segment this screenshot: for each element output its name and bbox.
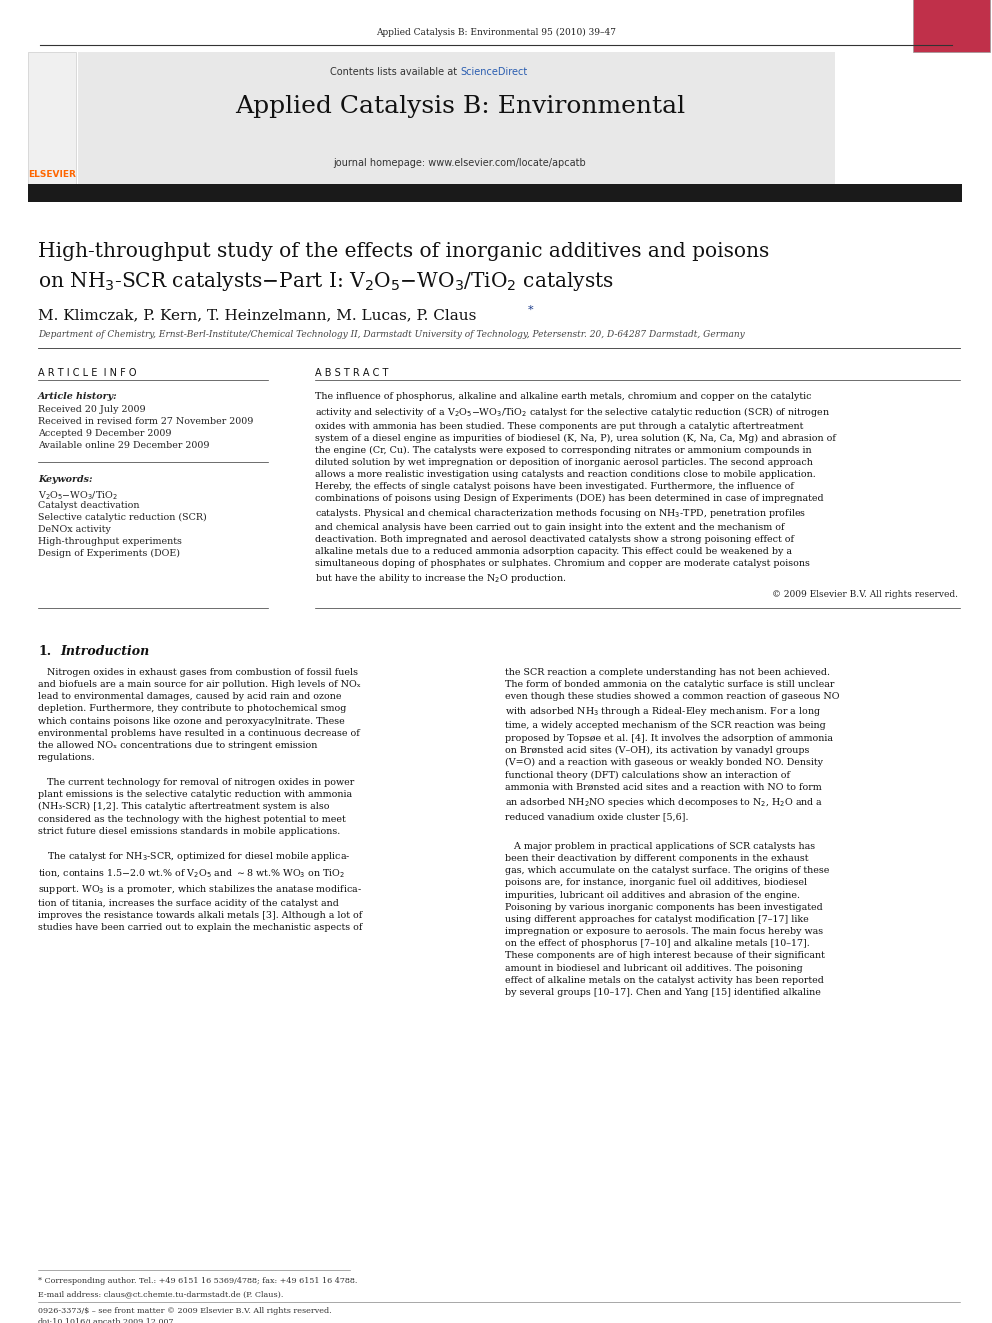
Text: the SCR reaction a complete understanding has not been achieved.
The form of bon: the SCR reaction a complete understandin… — [505, 668, 839, 822]
Text: Applied Catalysis B: Environmental 95 (2010) 39–47: Applied Catalysis B: Environmental 95 (2… — [376, 28, 616, 37]
FancyBboxPatch shape — [28, 52, 76, 200]
Text: Keywords:: Keywords: — [38, 475, 92, 484]
Text: © 2009 Elsevier B.V. All rights reserved.: © 2009 Elsevier B.V. All rights reserved… — [772, 590, 958, 599]
Text: Nitrogen oxides in exhaust gases from combustion of fossil fuels
and biofuels ar: Nitrogen oxides in exhaust gases from co… — [38, 668, 361, 762]
Text: 0926-3373/$ – see front matter © 2009 Elsevier B.V. All rights reserved.: 0926-3373/$ – see front matter © 2009 El… — [38, 1307, 331, 1315]
Text: Received in revised form 27 November 2009: Received in revised form 27 November 200… — [38, 417, 253, 426]
FancyBboxPatch shape — [78, 52, 835, 200]
Text: M. Klimczak, P. Kern, T. Heinzelmann, M. Lucas, P. Claus: M. Klimczak, P. Kern, T. Heinzelmann, M.… — [38, 308, 476, 321]
Text: Introduction: Introduction — [60, 646, 149, 658]
Text: A major problem in practical applications of SCR catalysts has
been their deacti: A major problem in practical application… — [505, 841, 829, 996]
Text: *: * — [528, 306, 534, 315]
Text: Received 20 July 2009: Received 20 July 2009 — [38, 405, 146, 414]
Text: The current technology for removal of nitrogen oxides in power
plant emissions i: The current technology for removal of ni… — [38, 778, 354, 836]
Text: * Corresponding author. Tel.: +49 6151 16 5369/4788; fax: +49 6151 16 4788.: * Corresponding author. Tel.: +49 6151 1… — [38, 1277, 357, 1285]
Text: High-throughput experiments: High-throughput experiments — [38, 537, 182, 546]
Text: A B S T R A C T: A B S T R A C T — [315, 368, 389, 378]
Text: on NH$_3$-SCR catalysts$-$Part I: V$_2$O$_5$$-$WO$_3$/TiO$_2$ catalysts: on NH$_3$-SCR catalysts$-$Part I: V$_2$O… — [38, 270, 614, 292]
Text: Design of Experiments (DOE): Design of Experiments (DOE) — [38, 549, 180, 558]
Text: doi:10.1016/j.apcatb.2009.12.007: doi:10.1016/j.apcatb.2009.12.007 — [38, 1318, 175, 1323]
Text: APPLIED
CATALYSIS
B: ENVIRONMENTAL: APPLIED CATALYSIS B: ENVIRONMENTAL — [922, 71, 981, 90]
Text: Accepted 9 December 2009: Accepted 9 December 2009 — [38, 429, 172, 438]
FancyBboxPatch shape — [913, 0, 990, 52]
Text: Contents lists available at: Contents lists available at — [329, 67, 460, 77]
Text: The catalyst for NH$_3$-SCR, optimized for diesel mobile applica-
tion, contains: The catalyst for NH$_3$-SCR, optimized f… — [38, 849, 362, 933]
FancyBboxPatch shape — [28, 184, 962, 202]
Text: Selective catalytic reduction (SCR): Selective catalytic reduction (SCR) — [38, 513, 206, 523]
Text: Catalyst deactivation: Catalyst deactivation — [38, 501, 140, 509]
Text: Department of Chemistry, Ernst-Berl-Institute/Chemical Technology II, Darmstadt : Department of Chemistry, Ernst-Berl-Inst… — [38, 329, 745, 339]
Text: DeNOx activity: DeNOx activity — [38, 525, 111, 534]
Text: journal homepage: www.elsevier.com/locate/apcatb: journal homepage: www.elsevier.com/locat… — [333, 157, 586, 168]
Text: Applied Catalysis B: Environmental: Applied Catalysis B: Environmental — [235, 95, 685, 118]
Text: A R T I C L E  I N F O: A R T I C L E I N F O — [38, 368, 137, 378]
Text: Available online 29 December 2009: Available online 29 December 2009 — [38, 441, 209, 450]
Text: Article history:: Article history: — [38, 392, 118, 401]
Text: 1.: 1. — [38, 646, 52, 658]
Text: High-throughput study of the effects of inorganic additives and poisons: High-throughput study of the effects of … — [38, 242, 769, 261]
Text: The influence of phosphorus, alkaline and alkaline earth metals, chromium and co: The influence of phosphorus, alkaline an… — [315, 392, 836, 585]
Text: ELSEVIER: ELSEVIER — [28, 169, 76, 179]
Text: ScienceDirect: ScienceDirect — [460, 67, 528, 77]
Text: V$_2$O$_5$$-$WO$_3$/TiO$_2$: V$_2$O$_5$$-$WO$_3$/TiO$_2$ — [38, 490, 118, 501]
Text: E-mail address: claus@ct.chemie.tu-darmstadt.de (P. Claus).: E-mail address: claus@ct.chemie.tu-darms… — [38, 1290, 284, 1298]
